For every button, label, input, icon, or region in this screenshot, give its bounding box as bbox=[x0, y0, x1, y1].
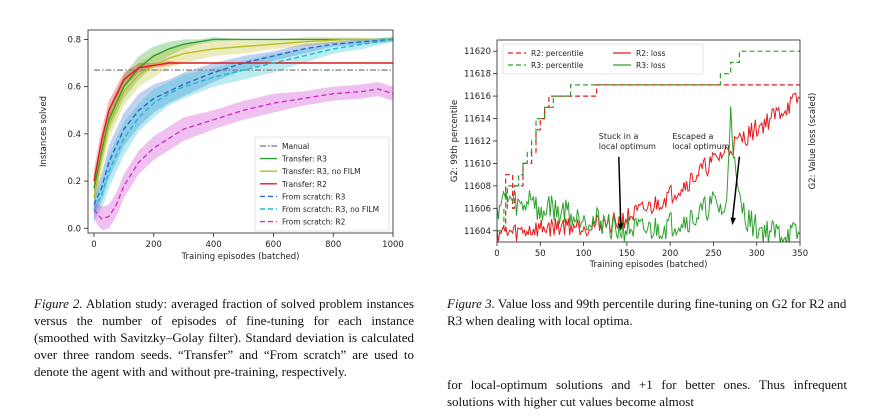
plot-frame bbox=[87, 29, 394, 234]
y-tick-label: 11616 bbox=[464, 92, 491, 102]
x-tick-label: 300 bbox=[749, 249, 765, 259]
figure-value-loss: 0 50 100 150 200 250 300 350 11604 11606 11608 1161… bbox=[445, 0, 850, 275]
series-line bbox=[497, 50, 800, 232]
y-tick-label: 11608 bbox=[464, 182, 491, 192]
x-tick-label: 600 bbox=[265, 240, 281, 250]
legend-label: R3: loss bbox=[636, 61, 665, 70]
legend-label: R2: percentile bbox=[531, 49, 584, 58]
legend-box bbox=[254, 136, 390, 232]
legend-label: From scratch: R3, no FILM bbox=[282, 205, 379, 214]
x-tick-label: 350 bbox=[792, 249, 808, 259]
confidence-band bbox=[94, 37, 393, 217]
figure-3-caption: Figure 3. Value loss and 99th percentile… bbox=[447, 295, 847, 329]
y-tick-label: 11614 bbox=[464, 115, 491, 125]
y-axis-label: Instances solved bbox=[39, 96, 49, 167]
series-line bbox=[93, 38, 394, 210]
y-axis-label-right: G2: Value loss (scaled) bbox=[808, 93, 818, 190]
figure-2-caption: Figure 2. Ablation study: averaged fract… bbox=[34, 295, 414, 380]
x-tick-label: 100 bbox=[575, 249, 591, 259]
y-tick-label: 11612 bbox=[464, 137, 491, 147]
legend-label: Transfer: R2 bbox=[281, 180, 327, 189]
annotation-arrowhead bbox=[617, 223, 624, 231]
annotation-text: Stuck in a bbox=[599, 132, 639, 141]
y-axis-label: G2: 99th percentile bbox=[450, 100, 460, 182]
x-tick-label: 1000 bbox=[382, 240, 404, 250]
series-line bbox=[497, 106, 800, 242]
y-tick-label: 0.2 bbox=[67, 177, 81, 187]
annotation-text: Escaped a bbox=[672, 132, 713, 141]
annotation-arrow bbox=[618, 156, 622, 225]
annotation-arrow bbox=[731, 156, 741, 220]
ablation-chart: 0 200 400 600 800 1000 0.0 0.2 0.4 0.6 0.8 Training… bbox=[39, 29, 404, 262]
legend-label: R2: loss bbox=[636, 49, 665, 58]
caption-label: Figure 2. bbox=[34, 296, 83, 311]
confidence-band bbox=[94, 81, 393, 231]
x-tick-label: 0 bbox=[91, 240, 96, 250]
series-line bbox=[497, 84, 800, 232]
plot-frame bbox=[496, 39, 801, 243]
x-axis-label: Training episodes (batched) bbox=[589, 260, 708, 270]
value-loss-chart: 0 50 100 150 200 250 300 350 11604 11606 11608 1161… bbox=[450, 39, 818, 270]
series-line bbox=[93, 88, 394, 220]
y-tick-label: 11620 bbox=[464, 47, 491, 57]
series-line bbox=[93, 62, 393, 182]
caption-text: Value loss and 99th percentile during fi… bbox=[447, 296, 847, 328]
body-paragraph: for local-optimum solutions and +1 for b… bbox=[447, 377, 847, 409]
legend-label: From scratch: R3 bbox=[282, 192, 346, 201]
caption-text: Ablation study: averaged fraction of sol… bbox=[34, 296, 414, 379]
y-tick-label: 11606 bbox=[464, 204, 491, 214]
confidence-band bbox=[94, 37, 393, 222]
x-tick-label: 400 bbox=[205, 240, 221, 250]
x-tick-label: 200 bbox=[146, 240, 162, 250]
annotation-text: local optimum bbox=[599, 142, 656, 151]
y-tick-label: 0.4 bbox=[67, 130, 81, 140]
annotation-arrowhead bbox=[730, 217, 736, 226]
y-tick-label: 11618 bbox=[464, 70, 491, 80]
caption-label: Figure 3. bbox=[447, 296, 495, 311]
series-line bbox=[93, 38, 394, 205]
y-tick-label: 0.8 bbox=[67, 35, 81, 45]
series-line bbox=[93, 38, 393, 189]
series-line bbox=[93, 38, 393, 198]
x-axis-label: Training episodes (batched) bbox=[181, 252, 300, 262]
y-tick-label: 11604 bbox=[464, 227, 491, 237]
legend-label: Manual bbox=[282, 142, 309, 151]
confidence-band bbox=[94, 60, 393, 193]
x-tick-label: 800 bbox=[325, 240, 341, 250]
legend-label: Transfer: R3, no FILM bbox=[281, 167, 361, 176]
x-tick-label: 250 bbox=[705, 249, 721, 259]
y-tick-label: 0.6 bbox=[67, 83, 81, 93]
figure-ablation-study: 0 200 400 600 800 1000 0.0 0.2 0.4 0.6 0.8 Training… bbox=[30, 0, 420, 275]
series-line bbox=[497, 92, 800, 242]
x-tick-label: 50 bbox=[535, 249, 546, 259]
legend-label: R3: percentile bbox=[531, 61, 584, 70]
y-tick-label: 11610 bbox=[464, 159, 491, 169]
annotation-text: local optimum bbox=[672, 142, 729, 151]
y-tick-label: 0.0 bbox=[67, 224, 81, 234]
legend-label: Transfer: R3 bbox=[281, 155, 327, 164]
x-tick-label: 200 bbox=[662, 249, 678, 259]
x-tick-label: 0 bbox=[494, 249, 499, 259]
x-tick-label: 150 bbox=[619, 249, 635, 259]
legend-box bbox=[502, 43, 704, 75]
legend-label: From scratch: R2 bbox=[282, 218, 346, 227]
